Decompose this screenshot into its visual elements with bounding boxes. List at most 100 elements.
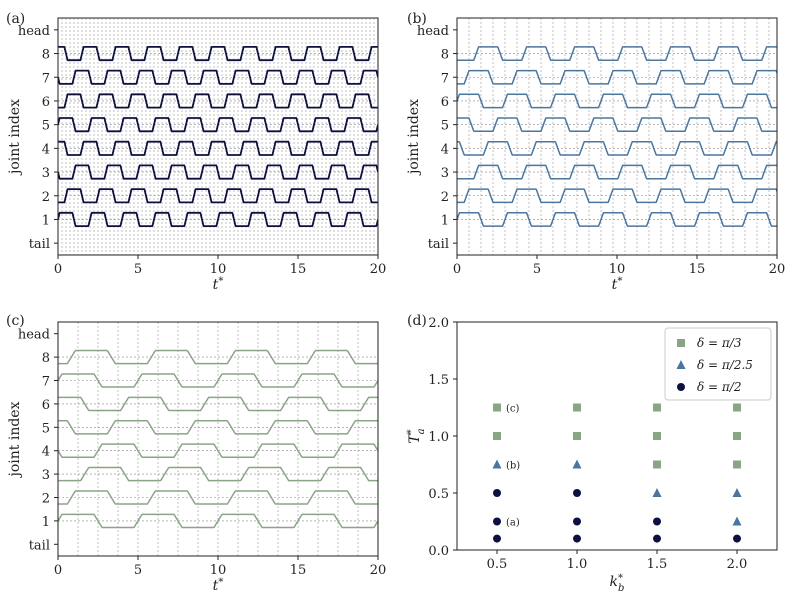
panel-label-b: (b) — [407, 11, 427, 27]
joint-trace-8 — [457, 46, 777, 61]
data-point — [493, 534, 501, 543]
data-point — [733, 534, 741, 543]
y-tick-label: 3 — [42, 468, 50, 483]
x-tick-label: 20 — [769, 262, 786, 277]
data-point — [653, 517, 661, 526]
joint-trace-6 — [58, 396, 378, 412]
joint-trace-6 — [457, 93, 777, 109]
x-tick-label: 20 — [370, 563, 387, 578]
legend-entry: δ = π/2.5 — [697, 358, 753, 372]
data-point — [573, 517, 581, 526]
x-tick-label: 20 — [370, 262, 387, 277]
y-tick-label: 6 — [42, 398, 50, 413]
legend: δ = π/3 δ = π/2.5 δ = π/2 — [664, 327, 772, 401]
point-annotation: (c) — [506, 404, 520, 415]
series-circle — [493, 489, 741, 543]
joint-trace-2 — [457, 188, 777, 204]
x-tick-label: 0.5 — [487, 557, 508, 572]
joint-trace-3 — [457, 164, 777, 180]
y-tick-label: 5 — [42, 421, 50, 436]
data-point — [572, 459, 582, 469]
joint-trace-4 — [457, 140, 777, 156]
joint-trace-4 — [58, 140, 378, 156]
data-point — [493, 403, 501, 412]
x-tick-label: 15 — [290, 563, 307, 578]
x-tick-label: 15 — [290, 262, 307, 277]
panel-b: (b) 0 5 10 15 20 tail 1 2 3 4 5 6 7 8 head t* joint index — [406, 11, 785, 293]
legend-box — [664, 327, 772, 401]
x-tick-label: 0 — [54, 262, 62, 277]
data-point — [492, 459, 502, 469]
y-tick-label: tail — [29, 237, 50, 252]
joint-trace-6 — [58, 93, 378, 109]
y-tick-label: 1 — [42, 515, 50, 530]
series-b — [457, 46, 777, 227]
data-point — [493, 489, 501, 497]
panel-a: (a) 0 5 10 15 20 tail 1 2 3 4 5 6 7 8 head t* joint index — [6, 11, 386, 293]
y-tick-label: 1.0 — [428, 430, 449, 445]
y-tick-label: tail — [428, 237, 449, 252]
legend-entry: δ = π/2 — [697, 380, 741, 394]
x-tick-label: 5 — [134, 563, 142, 578]
legend-marker — [677, 383, 685, 391]
x-tick-label: 2.0 — [727, 557, 748, 572]
joint-trace-7 — [58, 69, 378, 85]
data-point — [653, 403, 661, 412]
data-point — [732, 516, 742, 526]
y-tick-label: 7 — [42, 375, 50, 390]
joint-trace-3 — [58, 466, 378, 482]
x-tick-label: 10 — [210, 262, 227, 277]
x-tick-label: 10 — [609, 262, 626, 277]
legend-marker — [677, 339, 685, 347]
data-point — [653, 460, 661, 469]
y-tick-label: tail — [29, 538, 50, 553]
x-tick-label: 0 — [54, 563, 62, 578]
point-annotation: (b) — [506, 461, 520, 472]
data-point — [573, 534, 581, 543]
y-tick-label: 1 — [42, 213, 50, 228]
x-tick-label: 5 — [134, 262, 142, 277]
y-tick-label: 2 — [42, 190, 50, 205]
y-tick-label: 8 — [441, 48, 449, 63]
y-tick-label: 8 — [42, 351, 50, 366]
y-tick-label: head — [18, 328, 50, 343]
x-tick-label: 1.5 — [647, 557, 668, 572]
y-tick-label: 8 — [42, 48, 50, 63]
legend-entry: δ = π/3 — [697, 336, 742, 350]
joint-trace-2 — [58, 188, 378, 204]
joint-trace-5 — [58, 420, 378, 435]
y-axis-label: joint index — [406, 99, 422, 176]
joint-trace-5 — [457, 117, 777, 133]
series-a — [58, 46, 378, 227]
y-tick-label: 6 — [441, 95, 449, 110]
y-tick-label: 0.5 — [428, 487, 449, 502]
y-tick-label: 1 — [441, 213, 449, 228]
data-point — [733, 403, 741, 412]
y-tick-label: 5 — [42, 119, 50, 134]
y-tick-label: 1.5 — [428, 373, 449, 388]
y-tick-label: 3 — [441, 166, 449, 181]
panel-d: (d) 0.5 1.0 1.5 2.0 0.0 0.5 1.0 1.5 2.0 (a) (b) (c) δ… — [406, 313, 778, 594]
panel-c: (c) 0 5 10 15 20 tail 1 2 3 4 5 6 7 8 head t* joint index — [6, 313, 386, 594]
data-point — [653, 534, 661, 543]
data-point — [573, 432, 581, 440]
joint-trace-1 — [457, 212, 777, 227]
y-tick-label: head — [417, 24, 449, 39]
x-tick-label: 10 — [210, 563, 227, 578]
data-point — [493, 432, 501, 440]
data-point — [652, 488, 662, 497]
joint-trace-1 — [58, 513, 378, 529]
data-point — [732, 488, 742, 497]
panel-label-c: (c) — [6, 313, 25, 329]
y-axis-label: T*a — [406, 428, 427, 443]
series-square — [493, 403, 741, 469]
x-tick-label: 15 — [689, 262, 706, 277]
y-tick-label: head — [18, 24, 50, 39]
y-tick-label: 0.0 — [428, 544, 449, 559]
x-axis-label: t* — [213, 276, 224, 293]
y-tick-label: 4 — [42, 445, 50, 460]
y-tick-label: 4 — [42, 142, 50, 157]
y-tick-label: 5 — [441, 119, 449, 134]
joint-trace-7 — [58, 373, 378, 388]
